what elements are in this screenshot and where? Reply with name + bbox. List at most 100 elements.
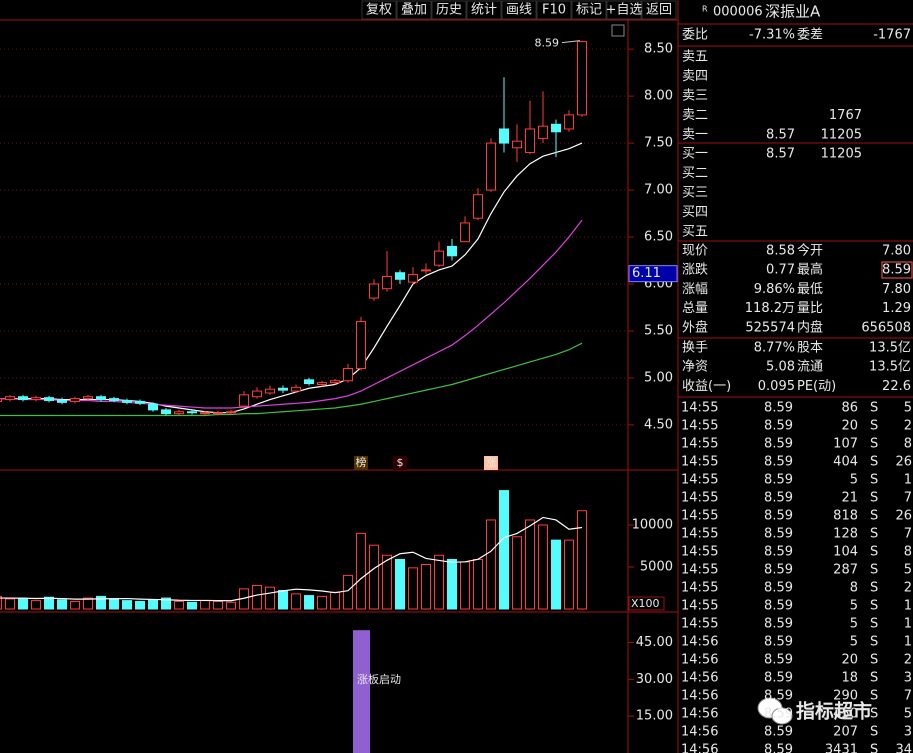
stat-value: 9.86% xyxy=(754,282,795,297)
event-marker-bg[interactable] xyxy=(354,456,368,470)
toolbar-button-bg[interactable] xyxy=(536,0,572,20)
event-marker[interactable]: $ xyxy=(397,456,404,469)
trade-count: 2 xyxy=(904,653,912,668)
toolbar-button-bg[interactable] xyxy=(466,0,502,20)
toolbar-button[interactable]: +自选 xyxy=(606,3,643,18)
trade-count: 5 xyxy=(904,563,912,578)
candle-body xyxy=(473,194,483,219)
trade-volume: 20 xyxy=(841,419,858,434)
toolbar-button[interactable]: 叠加 xyxy=(401,3,427,18)
toolbar-button[interactable]: 返回 xyxy=(646,3,672,18)
volume-bar xyxy=(486,519,496,610)
trade-side: S xyxy=(870,563,878,578)
stat-label: 外盘 xyxy=(682,319,708,335)
toolbar-button-bg[interactable] xyxy=(571,0,607,20)
order-label: 卖四 xyxy=(682,69,708,84)
trade-price: 8.59 xyxy=(764,527,793,542)
indicator-bar xyxy=(353,630,370,753)
volume-bar xyxy=(382,554,392,610)
volume-bar xyxy=(265,586,275,610)
event-marker[interactable]: 涨 xyxy=(486,456,497,469)
candle-body xyxy=(512,140,522,149)
toolbar-button-bg[interactable] xyxy=(431,0,467,20)
trade-volume: 207 xyxy=(833,725,858,740)
order-label: 买三 xyxy=(682,186,708,201)
y-tick-label: 7.00 xyxy=(644,183,673,198)
trade-volume: 5 xyxy=(850,599,858,614)
stat-label: 最低 xyxy=(797,282,823,297)
volume-bar xyxy=(395,558,405,610)
window-button[interactable] xyxy=(611,24,625,37)
y-tick-label: 5.50 xyxy=(644,323,673,338)
trade-count: 7 xyxy=(904,689,912,704)
volume-bar xyxy=(460,561,470,610)
volume-bar xyxy=(512,536,522,610)
volume-bar xyxy=(499,490,509,610)
trade-count: 1 xyxy=(904,617,912,632)
toolbar-button[interactable]: 统计 xyxy=(471,3,497,18)
toolbar-button[interactable]: F10 xyxy=(542,3,566,18)
event-marker-bg[interactable] xyxy=(484,456,498,470)
watermark-icon xyxy=(757,697,793,725)
trade-volume: 450 xyxy=(833,707,858,722)
trade-count: 26 xyxy=(895,509,912,524)
stat-label: 净资 xyxy=(682,360,708,375)
toolbar-button[interactable]: 标记 xyxy=(576,3,602,18)
quote-value: -1767 xyxy=(873,28,911,43)
event-marker-bg[interactable] xyxy=(393,456,407,470)
trade-time: 14:56 xyxy=(681,725,718,740)
high-pointer xyxy=(561,40,581,44)
watermark: 指标超市 xyxy=(796,700,872,723)
trade-price: 8.59 xyxy=(764,563,793,578)
trade-volume: 107 xyxy=(833,437,858,452)
y-tick-label: 5.00 xyxy=(644,370,673,385)
trade-count: 3 xyxy=(904,725,912,740)
volume-bar xyxy=(161,597,171,610)
volume-bar xyxy=(70,600,80,610)
candle-body xyxy=(122,399,132,403)
candle-body xyxy=(343,368,353,382)
y-tick-label: 15.00 xyxy=(636,709,673,724)
toolbar-button[interactable]: 画线 xyxy=(506,3,532,18)
trade-side: S xyxy=(870,599,878,614)
candle-body xyxy=(356,321,366,370)
y-tick-label: 30.00 xyxy=(636,672,673,687)
candle-body xyxy=(109,398,119,401)
toolbar-button-bg[interactable] xyxy=(641,0,677,20)
trade-price: 8.59 xyxy=(764,635,793,650)
trade-count: 1 xyxy=(904,599,912,614)
stat-label: 涨幅 xyxy=(682,282,708,297)
y-tick-label: 45.00 xyxy=(636,635,673,650)
stat-value: 7.80 xyxy=(882,282,911,297)
toolbar-button-bg[interactable] xyxy=(606,0,642,20)
trade-side: S xyxy=(870,437,878,452)
stat-value: 13.5亿 xyxy=(869,360,911,375)
trade-volume: 18 xyxy=(841,671,858,686)
candle-body xyxy=(291,386,301,392)
toolbar-button-bg[interactable] xyxy=(501,0,537,20)
toolbar-button[interactable]: 历史 xyxy=(436,3,462,18)
volume-bar xyxy=(473,558,483,610)
trade-time: 14:56 xyxy=(681,743,718,753)
volume-bar xyxy=(18,597,28,610)
trade-time: 14:55 xyxy=(681,419,718,434)
event-marker[interactable]: 榜 xyxy=(356,455,367,469)
toolbar-button[interactable]: 复权 xyxy=(366,2,392,18)
toolbar-button-bg[interactable] xyxy=(361,0,397,20)
order-label: 卖一 xyxy=(682,128,708,143)
moving-average xyxy=(0,219,583,409)
candle-body xyxy=(213,412,223,415)
order-price: 8.57 xyxy=(766,128,795,143)
trade-price: 8.59 xyxy=(764,509,793,524)
stock-name: 深振业A xyxy=(765,3,821,21)
candle-body xyxy=(31,397,41,401)
trade-price: 8.59 xyxy=(764,689,793,704)
volume-bar xyxy=(525,519,535,610)
toolbar-button-bg[interactable] xyxy=(396,0,432,20)
trade-volume: 287 xyxy=(833,563,858,578)
volume-bar xyxy=(252,584,262,610)
candle-body xyxy=(57,399,67,403)
trade-price: 8.59 xyxy=(764,743,793,753)
trade-count: 7 xyxy=(904,527,912,542)
volume-bar xyxy=(577,510,587,610)
